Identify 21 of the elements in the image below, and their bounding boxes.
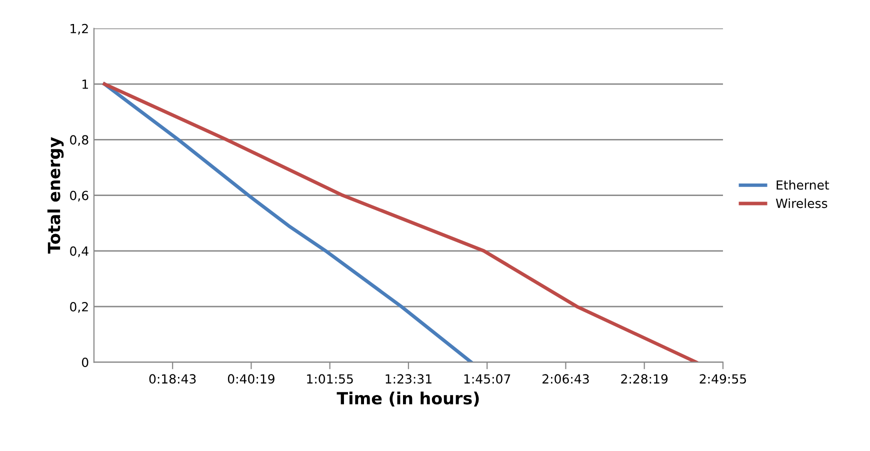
- y-tick-label: 0,8: [70, 135, 88, 146]
- y-tick-label: 0,2: [70, 302, 88, 313]
- x-axis-title: Time (in hours): [336, 392, 479, 406]
- x-tick-label: 2:28:19: [621, 374, 668, 384]
- x-tick-label: 2:06:43: [542, 374, 589, 384]
- y-tick-label: 0,6: [70, 190, 88, 202]
- x-tick-label: 1:01:55: [307, 374, 353, 384]
- y-axis-title: Total energy: [47, 137, 64, 254]
- x-tick-label: 0:18:43: [149, 374, 196, 384]
- y-tick-label: 1: [82, 80, 88, 89]
- x-tick-label: 1:45:07: [464, 374, 510, 384]
- legend-label: Wireless: [776, 198, 828, 208]
- y-tick-label: 0,4: [70, 246, 88, 258]
- x-tick-label: 0:40:19: [228, 374, 274, 384]
- x-tick-label: 1:23:31: [386, 374, 432, 384]
- y-tick-label: 1,2: [70, 24, 88, 35]
- y-tick-label: 0: [82, 358, 88, 368]
- x-tick-label: 2:49:55: [700, 374, 746, 384]
- line-series: [102, 82, 698, 362]
- line-series: [102, 82, 473, 362]
- legend-label: Ethernet: [776, 180, 830, 190]
